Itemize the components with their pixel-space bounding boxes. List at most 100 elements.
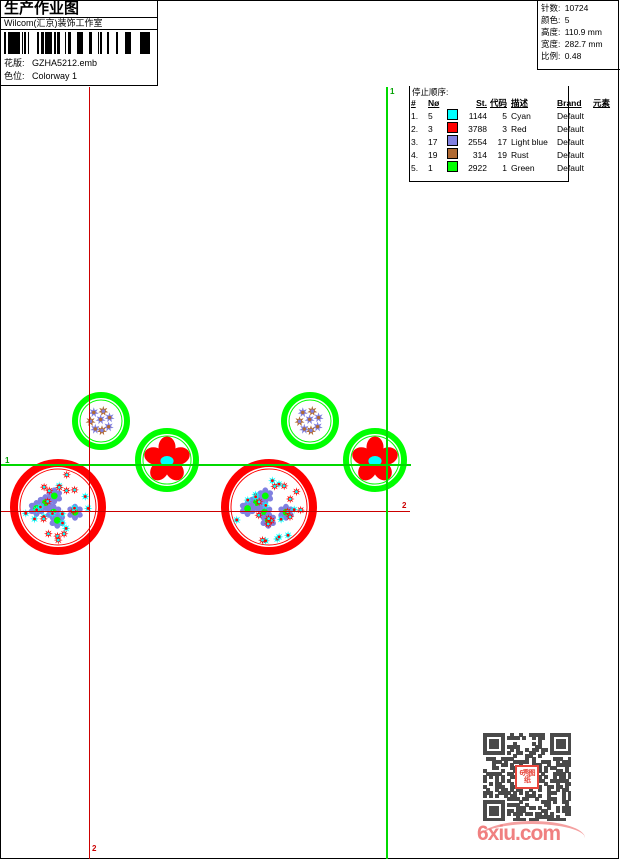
col-code: 代码 [489,98,507,108]
cell-code: 3 [502,123,507,134]
cell-needle: 19 [428,149,438,160]
red-flower-right [337,422,413,498]
cell-description: Light blue [511,136,548,147]
cell-description: Red [511,123,527,134]
marker-green-horizontal: 1 [5,456,10,465]
color-count-label: 颜色: [541,15,561,25]
marker-green-vertical: 1 [390,87,395,96]
color-sequence-body: 1. 5 1144 5 Cyan Default 2. 3 3788 3 Red Default 3. 1… [410,109,606,174]
stop-sequence-title: 停止顺序: [412,87,449,97]
cell-index: 1. [411,110,419,121]
colorway-value: Colorway 1 [32,71,78,81]
marker-red-horizontal: 2 [402,501,407,510]
header-block: 生产作业图 Wilcom(汇京)装饰工作室 花版: GZHA5212.emb 色… [0,0,158,86]
col-index: # [411,98,416,108]
cell-code: 17 [497,136,507,147]
colorway-label: 色位: [4,71,25,81]
watermark-swoosh [479,821,585,838]
table-row: 3. 17 2554 17 Light blue Default [410,135,606,148]
studio-subtitle: Wilcom(汇京)装饰工作室 [4,18,103,28]
design-file-row: 花版: GZHA5212.emb [4,57,97,69]
red-flower-left [129,422,205,498]
cell-description: Cyan [511,110,531,121]
width-label: 宽度: [541,39,561,49]
cell-description: Green [511,162,535,173]
cell-index: 2. [411,123,419,134]
table-row: 1. 5 1144 5 Cyan Default [410,109,606,122]
large-mixed-cluster-right [215,453,323,561]
stitch-count-row: 针数: 10724 [541,2,620,14]
design-canvas: 1 1 2 2 [1,87,619,859]
col-stitches: St. [476,98,487,108]
design-file-value: GZHA5212.emb [32,58,98,68]
small-purple-cluster-left [67,387,135,455]
cell-needle: 5 [428,110,433,121]
stop-sequence-panel: 停止顺序: # Nø St. 代码 描述 Brand 元素 1. 5 1144 5 Cy… [409,86,610,182]
guide-green-horizontal-overlay [1,464,411,466]
cell-stitches: 1144 [468,110,487,121]
header-divider-2 [0,29,158,30]
small-purple-cluster-right [276,387,344,455]
large-mixed-cluster-left [4,453,112,561]
col-element: 元素 [593,98,611,108]
design-file-label: 花版: [4,58,25,68]
table-header-row: # Nø St. 代码 描述 Brand 元素 [410,98,611,109]
cell-brand: Default [557,136,584,147]
table-row: 2. 3 3788 3 Red Default [410,122,606,135]
qr-center-logo: 6秀图纸 [515,765,539,789]
guide-red-horizontal-overlay [1,511,410,512]
col-description: 描述 [511,98,529,108]
cell-description: Rust [511,149,529,160]
scale-value: 0.48 [564,51,582,61]
cell-stitches: 2554 [468,136,487,147]
table-row: 4. 19 314 19 Rust Default [410,148,606,161]
width-row: 宽度: 282.7 mm [541,38,620,50]
width-value: 282.7 mm [564,39,603,49]
design-info-panel: 针数: 10724 颜色: 5 高度: 110.9 mm 宽度: 282.7 m… [537,0,620,70]
watermark-site: 6xiu.com [477,822,561,845]
cell-index: 4. [411,149,419,160]
table-row: 5. 1 2922 1 Green Default [410,161,606,174]
col-needle: Nø [428,98,440,108]
stitch-count-label: 针数: [541,3,561,13]
color-swatch [445,135,460,148]
cell-needle: 3 [428,123,433,134]
cell-code: 5 [502,110,507,121]
cell-brand: Default [557,149,584,160]
color-swatch [445,122,460,135]
cell-stitches: 314 [472,149,487,160]
guide-red-vertical-overlay [89,87,90,859]
cell-index: 3. [411,136,419,147]
scale-label: 比例: [541,51,561,61]
page-title: 生产作业图 [4,0,80,17]
color-swatch [445,109,460,122]
color-count-row: 颜色: 5 [541,14,620,26]
marker-red-vertical: 2 [92,844,97,853]
height-row: 高度: 110.9 mm [541,26,620,38]
cell-stitches: 3788 [468,123,487,134]
cell-index: 5. [411,162,419,173]
cell-brand: Default [557,123,584,134]
height-value: 110.9 mm [564,27,602,37]
cell-stitches: 2922 [468,162,487,173]
cell-code: 1 [502,162,507,173]
guide-green-vertical-overlay [386,87,388,859]
stitch-count-value: 10724 [564,3,589,13]
col-brand: Brand [557,98,582,108]
color-swatch [445,148,460,161]
color-count-value: 5 [564,15,570,25]
qr-code: 6秀图纸 [483,733,571,821]
barcode [4,32,153,54]
cell-code: 19 [497,149,507,160]
cell-brand: Default [557,110,584,121]
scale-row: 比例: 0.48 [541,50,620,62]
header-divider-1 [0,17,158,18]
cell-needle: 17 [428,136,438,147]
colorway-row: 色位: Colorway 1 [4,70,77,82]
watermark-block: 6秀图纸 6xiu.com [477,733,585,845]
color-sequence-table: # Nø St. 代码 描述 Brand 元素 1. 5 1144 5 Cyan Defa… [410,98,611,174]
cell-needle: 1 [428,162,433,173]
height-label: 高度: [541,27,561,37]
